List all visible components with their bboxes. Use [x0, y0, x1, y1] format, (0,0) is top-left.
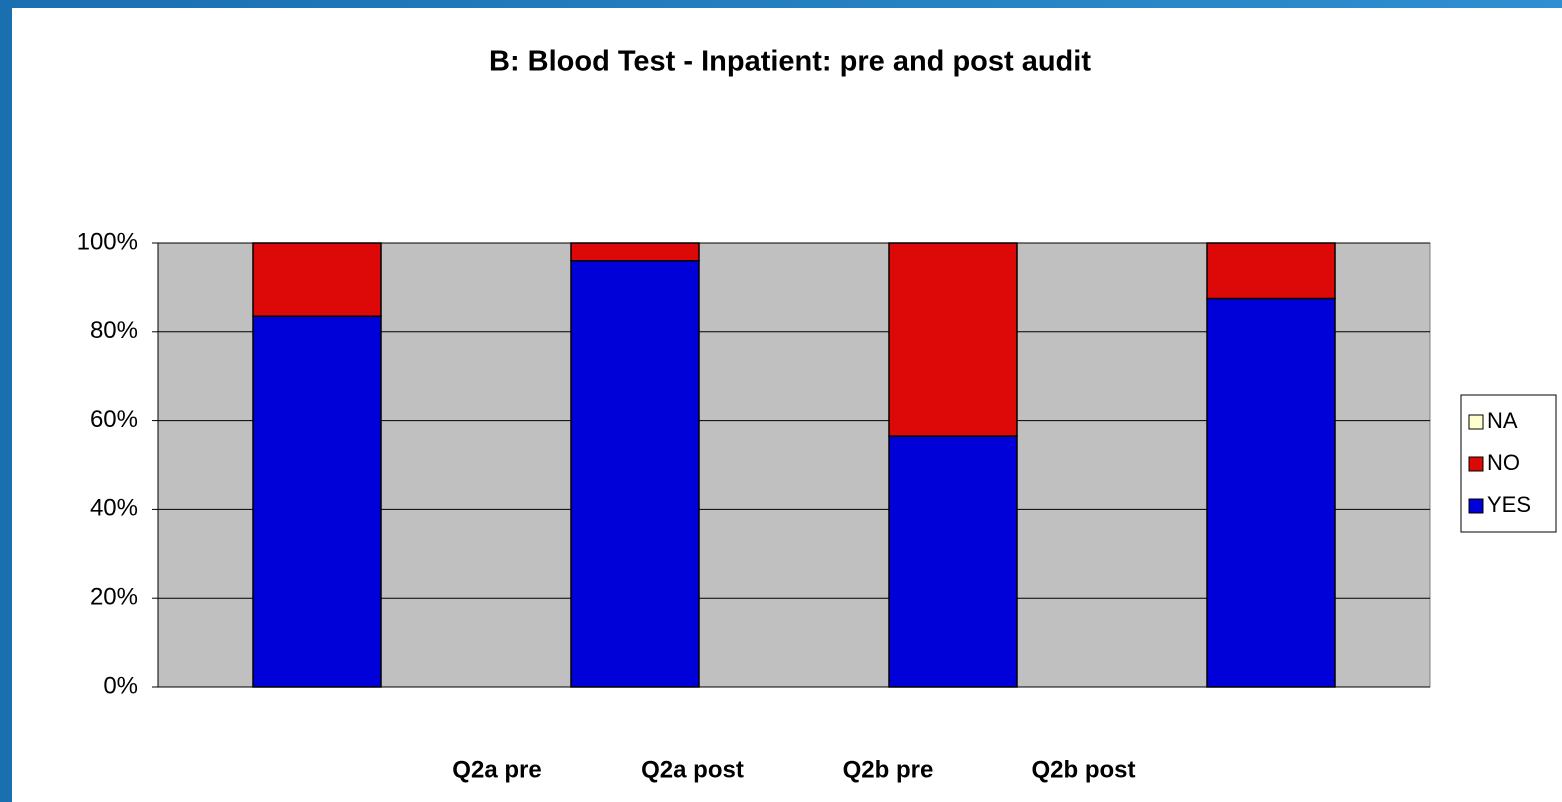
bar-segment [252, 315, 382, 688]
bar-segment [252, 242, 382, 318]
y-tick-label: 20% [90, 584, 138, 611]
y-tick-label: 60% [90, 406, 138, 433]
x-tick-label: Q2b post [1031, 756, 1135, 783]
y-tick-label: 40% [90, 495, 138, 522]
y-tick-label: 100% [77, 228, 138, 255]
legend-label: NA [1487, 408, 1518, 433]
x-tick-label: Q2a pre [452, 756, 541, 783]
y-tick-label: 80% [90, 317, 138, 344]
legend-swatch [1468, 414, 1484, 430]
bar-segment [570, 260, 700, 688]
x-tick-label: Q2b pre [843, 756, 934, 783]
legend-swatch [1468, 498, 1484, 514]
bar-segment [1206, 297, 1336, 688]
legend-label: NO [1487, 450, 1520, 475]
legend-swatch [1468, 456, 1484, 472]
chart-title: B: Blood Test - Inpatient: pre and post … [489, 46, 1091, 78]
y-tick-label: 0% [103, 672, 138, 699]
bar-segment [888, 242, 1018, 437]
bar-segment [888, 435, 1018, 688]
legend-label: YES [1487, 492, 1531, 517]
bar-segment [570, 242, 700, 262]
x-tick-label: Q2a post [641, 756, 744, 783]
bar-segment [1206, 242, 1336, 300]
